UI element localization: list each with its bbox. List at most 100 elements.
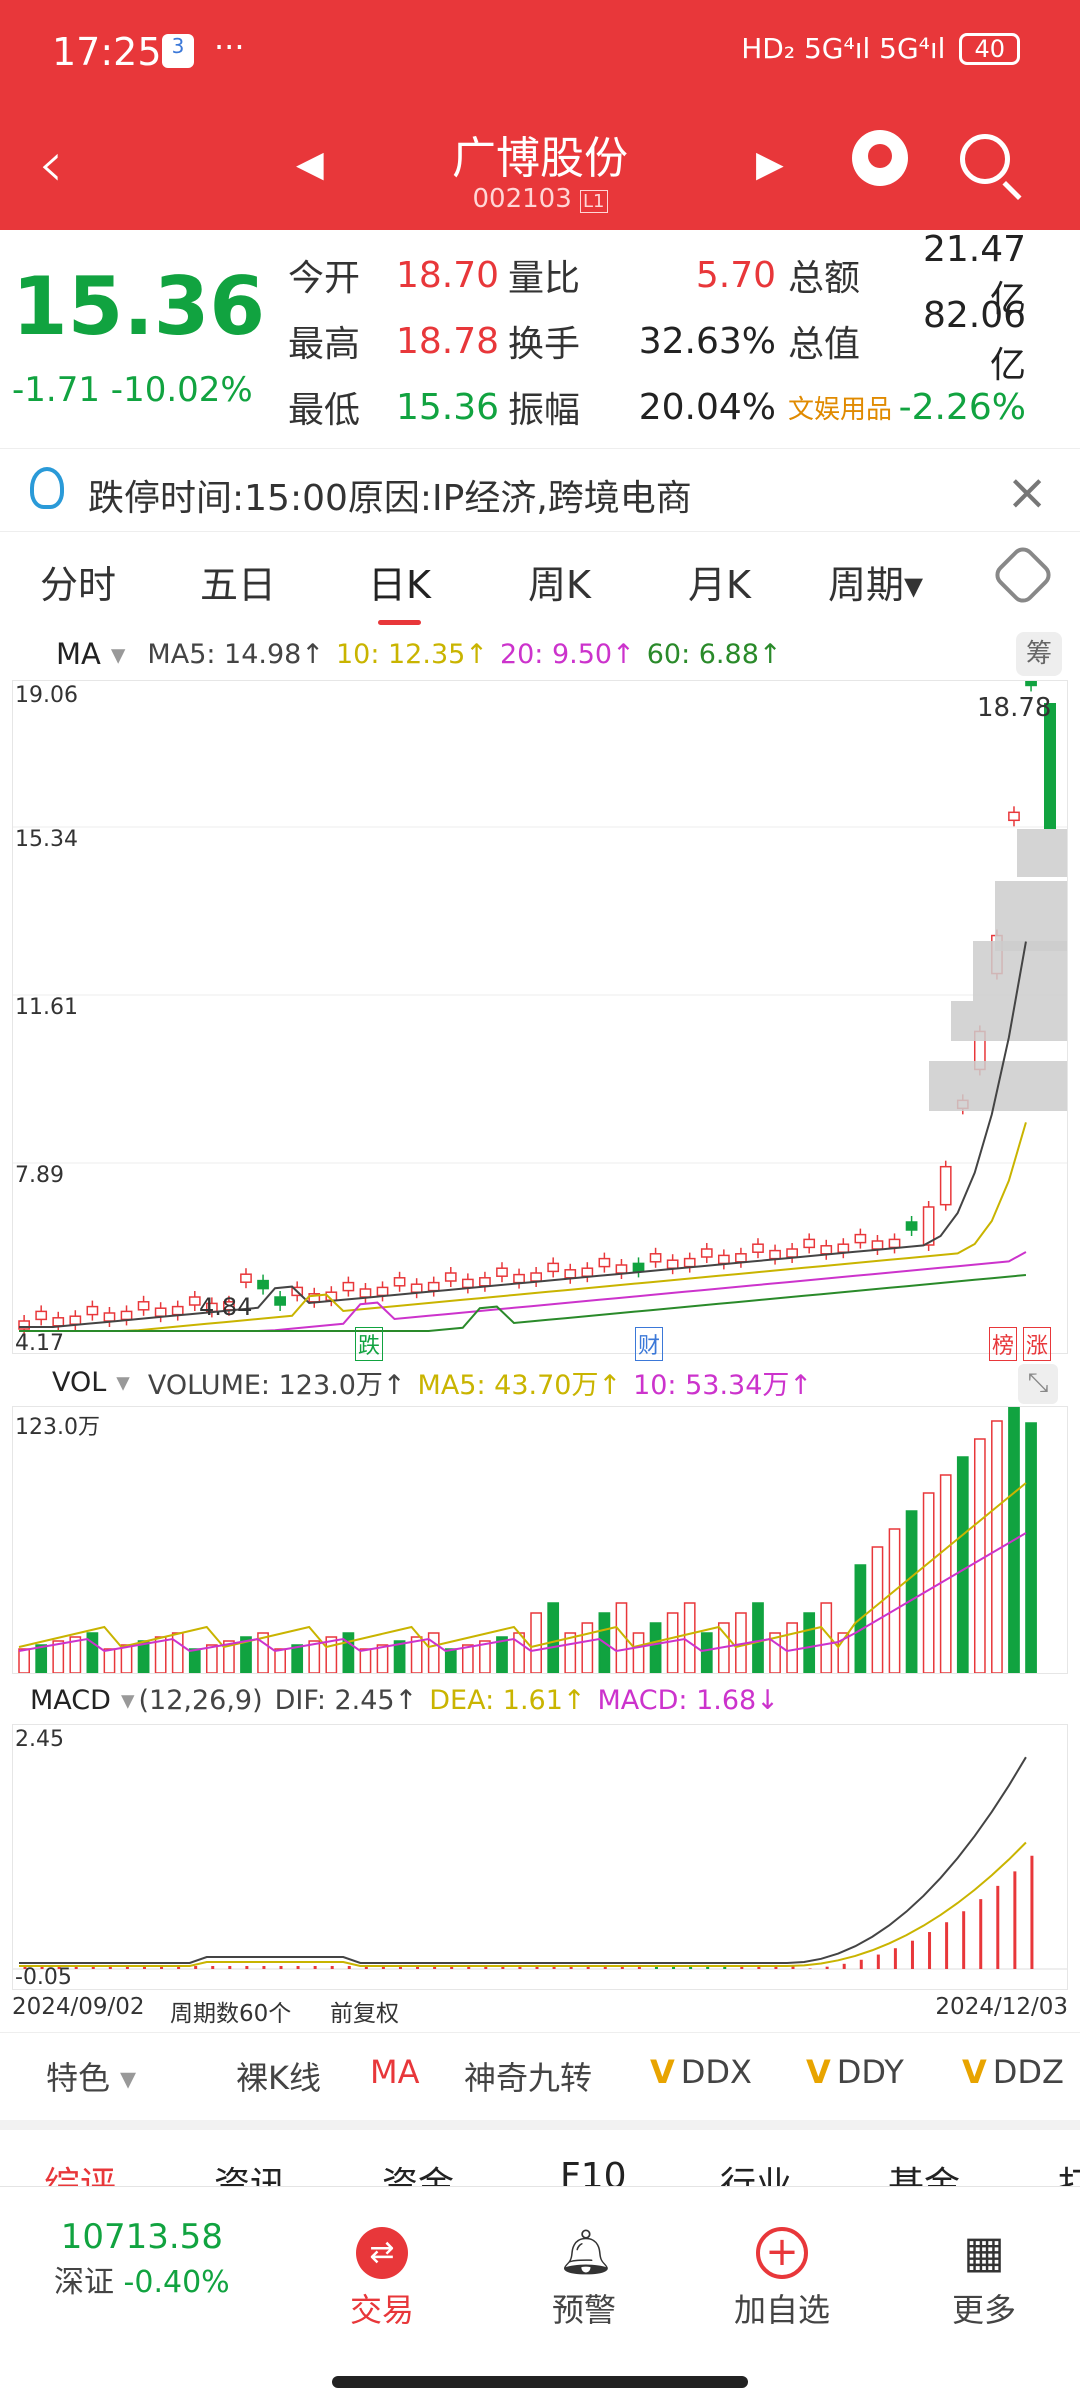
quote-row: 最低 15.36 振幅 20.04% 文娱用品 -2.26% — [288, 386, 1026, 432]
chip-distribution-button[interactable]: 筹 — [1016, 632, 1062, 676]
naked-k-button[interactable]: 裸K线 — [236, 2059, 321, 2097]
tab-monthly-k[interactable]: 月K — [688, 563, 751, 607]
magic-nine-button[interactable]: 神奇九转 — [464, 2059, 593, 2097]
volume-chart[interactable]: 123.0万 — [12, 1402, 1068, 1674]
expand-icon[interactable]: ⤡ — [1018, 1364, 1058, 1404]
search-icon[interactable] — [960, 134, 1010, 184]
quote-row: 最高 18.78 换手 32.63% 总值 82.06亿 — [288, 294, 1026, 386]
candle-body — [530, 1272, 542, 1282]
volume-bar — [683, 1602, 696, 1674]
quote-row: 今开 18.70 量比 5.70 总额 21.47亿 — [288, 228, 1026, 320]
macd-chart[interactable]: 2.45 -0.05 — [12, 1724, 1068, 1990]
volume-bar — [752, 1602, 764, 1674]
grid-icon: ▦ — [963, 2227, 1005, 2278]
ma-legend[interactable]: MA MA5: 14.98↑ 10: 12.35↑ 20: 9.50↑ 60: … — [56, 634, 794, 674]
sector-link[interactable]: 文娱用品 — [788, 394, 893, 425]
alert-button[interactable]: 🔔︎ 预警 — [552, 2227, 617, 2329]
candle-body — [359, 1288, 372, 1298]
prev-stock-icon[interactable]: ◀ — [296, 144, 324, 185]
volume-max-tick: 123.0万 — [15, 1415, 100, 1440]
candle-body — [410, 1283, 423, 1293]
vol-ma10-line — [18, 1532, 1027, 1653]
ma-line — [19, 941, 1027, 1328]
feature-dropdown[interactable]: 特色 — [46, 2053, 136, 2099]
candle-body — [769, 1249, 781, 1260]
marker-bang[interactable]: 榜 — [989, 1327, 1018, 1361]
back-icon[interactable]: ‹ — [38, 128, 64, 202]
candle-body — [496, 1267, 508, 1277]
ddy-button[interactable]: V DDY — [806, 2053, 904, 2091]
chip-band — [995, 881, 1067, 951]
price-change: -1.71 -10.02% — [12, 370, 253, 410]
candle-body — [52, 1317, 65, 1327]
candle-body — [683, 1257, 696, 1268]
price-tick: 7.89 — [15, 1163, 64, 1188]
notification-badge-icon: 3 — [162, 34, 194, 68]
tab-intraday[interactable]: 分时 — [40, 563, 117, 607]
candle-body — [820, 1245, 833, 1255]
macd-top-tick: 2.45 — [15, 1727, 64, 1752]
candle-body — [257, 1279, 269, 1290]
marker-zhang[interactable]: 涨 — [1023, 1327, 1052, 1361]
volume-bar — [632, 1632, 645, 1674]
candle-body — [86, 1305, 99, 1316]
bulb-icon — [30, 467, 64, 509]
ddx-button[interactable]: V DDX — [650, 2053, 752, 2091]
volume-bar — [479, 1640, 491, 1674]
volume-bar — [444, 1648, 457, 1674]
macd-legend[interactable]: MACD (12,26,9) DIF: 2.45↑ DEA: 1.61↑ MAC… — [30, 1680, 791, 1720]
close-icon[interactable]: × — [1006, 463, 1048, 521]
candle-body — [427, 1281, 440, 1292]
tab-weekly-k[interactable]: 周K — [528, 563, 591, 607]
tab-industry[interactable]: 行业 — [720, 2165, 793, 2186]
candle-body — [581, 1267, 594, 1277]
bell-icon: 🔔︎ — [558, 2227, 614, 2278]
kline-chart[interactable]: 19.06 15.34 11.61 7.89 4.17 18.78 4.84 跌… — [12, 671, 1068, 1361]
ddz-button[interactable]: V DDZ — [962, 2053, 1064, 2091]
candle-body — [837, 1243, 850, 1253]
ma-button[interactable]: MA — [370, 2053, 420, 2091]
marker-cai[interactable]: 财 — [635, 1327, 664, 1361]
home-indicator[interactable] — [332, 2376, 748, 2388]
battery-icon: 40 — [959, 32, 1020, 65]
tab-funds[interactable]: 资金 — [382, 2165, 455, 2186]
tab-daily-k[interactable]: 日K — [368, 554, 431, 625]
volume-bar — [530, 1612, 542, 1674]
candle-body — [188, 1296, 201, 1306]
volume-bar — [649, 1622, 662, 1674]
candle-body — [632, 1262, 645, 1273]
candle-body — [700, 1248, 713, 1258]
dif-line — [19, 1756, 1027, 1964]
price-tick: 15.34 — [15, 827, 78, 852]
plus-circle-icon: + — [756, 2227, 808, 2279]
quote-panel: 15.36 -1.71 -10.02% 今开 18.70 量比 5.70 总额 21.… — [0, 228, 1080, 442]
tab-overview[interactable]: 综评 — [44, 2165, 117, 2186]
marker-die[interactable]: 跌 — [355, 1327, 384, 1361]
volume-bar — [308, 1640, 321, 1674]
limit-down-notice[interactable]: 跌停时间:15:00原因:IP经济,跨境电商 × — [0, 448, 1080, 532]
tab-fund[interactable]: 基金 — [888, 2165, 961, 2186]
trade-button[interactable]: ⇄ 交易 — [350, 2227, 414, 2331]
candle-body — [376, 1286, 389, 1297]
index-quote[interactable]: 10713.58 深证 -0.40% — [54, 2217, 230, 2300]
next-stock-icon[interactable]: ▶ — [756, 144, 784, 185]
more-dots: ··· — [214, 28, 245, 66]
candle-body — [274, 1296, 286, 1306]
vol-legend[interactable]: VOL VOLUME: 123.0万↑ MA5: 43.70万↑ 10: 53.… — [52, 1362, 824, 1402]
tab-news[interactable]: 资讯 — [214, 2165, 287, 2186]
candle-body — [752, 1243, 764, 1253]
tab-f10[interactable]: F10 — [560, 2156, 627, 2186]
kline-svg — [13, 671, 1067, 1335]
robot-assistant-icon[interactable] — [852, 130, 908, 186]
macd-svg — [13, 1756, 1067, 1970]
volume-bar — [359, 1648, 372, 1674]
tab-more[interactable]: 打 — [1058, 2156, 1080, 2186]
more-button[interactable]: ▦ 更多 — [952, 2227, 1017, 2329]
volume-bar — [205, 1644, 218, 1674]
tab-period[interactable]: 周期▾ — [828, 563, 924, 607]
volume-bar — [956, 1456, 969, 1674]
tab-five-day[interactable]: 五日 — [200, 563, 277, 607]
price-tick: 19.06 — [15, 683, 78, 708]
add-watchlist-button[interactable]: + 加自选 — [734, 2227, 831, 2329]
